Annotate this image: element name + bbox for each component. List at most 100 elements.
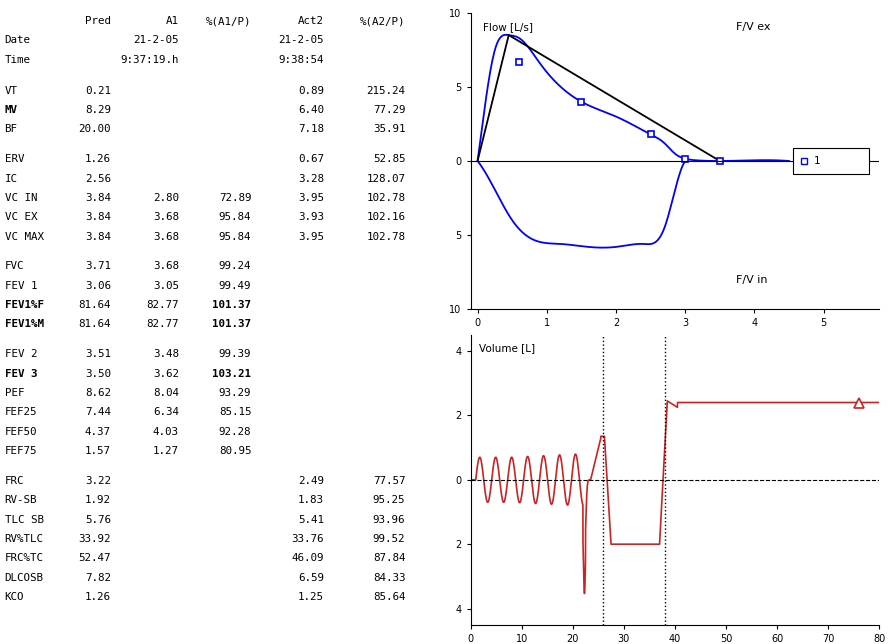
- Text: 3.84: 3.84: [85, 213, 111, 222]
- Text: 8.62: 8.62: [85, 388, 111, 398]
- Text: Flow [L/s]: Flow [L/s]: [483, 22, 533, 32]
- Text: 3.93: 3.93: [297, 213, 324, 222]
- Text: 52.47: 52.47: [78, 553, 111, 564]
- Text: 95.84: 95.84: [218, 213, 251, 222]
- Text: 6.40: 6.40: [297, 105, 324, 115]
- Text: 3.06: 3.06: [85, 281, 111, 291]
- Text: IC: IC: [4, 174, 18, 184]
- Text: 1: 1: [813, 156, 820, 166]
- Text: 46.09: 46.09: [291, 553, 324, 564]
- Text: 4.03: 4.03: [153, 427, 178, 437]
- Text: 9:37:19.h: 9:37:19.h: [121, 55, 178, 65]
- Text: 95.25: 95.25: [373, 495, 405, 506]
- Text: 81.64: 81.64: [78, 319, 111, 330]
- Text: 101.37: 101.37: [212, 319, 251, 330]
- Text: 3.68: 3.68: [153, 261, 178, 272]
- Text: 99.24: 99.24: [218, 261, 251, 272]
- Text: 3.05: 3.05: [153, 281, 178, 291]
- Text: 1.57: 1.57: [85, 446, 111, 456]
- Text: 0.89: 0.89: [297, 86, 324, 96]
- Text: 6.34: 6.34: [153, 408, 178, 417]
- Text: 82.77: 82.77: [147, 300, 178, 310]
- Text: FEV1%F: FEV1%F: [4, 300, 44, 310]
- Text: %(A1/P): %(A1/P): [206, 16, 251, 26]
- Text: 215.24: 215.24: [367, 86, 405, 96]
- Text: ERV: ERV: [4, 155, 24, 164]
- Text: 3.84: 3.84: [85, 232, 111, 242]
- Text: FEF50: FEF50: [4, 427, 37, 437]
- Text: 72.89: 72.89: [218, 193, 251, 203]
- Text: 8.29: 8.29: [85, 105, 111, 115]
- Text: 1.92: 1.92: [85, 495, 111, 506]
- Text: 3.68: 3.68: [153, 213, 178, 222]
- Text: Time: Time: [4, 55, 30, 65]
- Text: 93.96: 93.96: [373, 515, 405, 525]
- Text: 4.37: 4.37: [85, 427, 111, 437]
- Text: RV-SB: RV-SB: [4, 495, 37, 506]
- Text: FEV1%M: FEV1%M: [4, 319, 44, 330]
- Text: 7.82: 7.82: [85, 573, 111, 583]
- Text: 3.22: 3.22: [85, 476, 111, 486]
- Text: BF: BF: [4, 124, 18, 135]
- Text: 1.26: 1.26: [85, 155, 111, 164]
- Text: Pred: Pred: [85, 16, 111, 26]
- Text: 3.95: 3.95: [297, 193, 324, 203]
- Text: 5.41: 5.41: [297, 515, 324, 525]
- Text: 3.48: 3.48: [153, 350, 178, 359]
- Text: 99.39: 99.39: [218, 350, 251, 359]
- Text: 20.00: 20.00: [78, 124, 111, 135]
- Text: 3.84: 3.84: [85, 193, 111, 203]
- Text: F/V in: F/V in: [736, 276, 767, 285]
- Text: FEF75: FEF75: [4, 446, 37, 456]
- Text: FRC: FRC: [4, 476, 24, 486]
- Text: VC MAX: VC MAX: [4, 232, 44, 242]
- Text: KCO: KCO: [4, 592, 24, 602]
- Text: 3.62: 3.62: [153, 369, 178, 379]
- Text: 1.27: 1.27: [153, 446, 178, 456]
- Text: 95.84: 95.84: [218, 232, 251, 242]
- Text: 1.26: 1.26: [85, 592, 111, 602]
- Text: 3.71: 3.71: [85, 261, 111, 272]
- Text: Volume [L]: Volume [L]: [479, 344, 535, 354]
- Text: 9:38:54: 9:38:54: [278, 55, 324, 65]
- Text: 1.83: 1.83: [297, 495, 324, 506]
- Text: FEV 1: FEV 1: [4, 281, 37, 291]
- Text: 101.37: 101.37: [212, 300, 251, 310]
- Text: FRC%TC: FRC%TC: [4, 553, 44, 564]
- Text: 33.76: 33.76: [291, 534, 324, 544]
- Text: VT: VT: [4, 86, 18, 96]
- Text: 82.77: 82.77: [147, 319, 178, 330]
- Text: 1.25: 1.25: [297, 592, 324, 602]
- Text: 99.52: 99.52: [373, 534, 405, 544]
- Text: 5.76: 5.76: [85, 515, 111, 525]
- Text: 85.64: 85.64: [373, 592, 405, 602]
- Text: 3.51: 3.51: [85, 350, 111, 359]
- Text: 103.21: 103.21: [212, 369, 251, 379]
- Text: 21-2-05: 21-2-05: [133, 35, 178, 46]
- Text: 77.29: 77.29: [373, 105, 405, 115]
- Text: %(A2/P): %(A2/P): [360, 16, 405, 26]
- Text: F/V ex: F/V ex: [736, 22, 771, 32]
- Text: 2.56: 2.56: [85, 174, 111, 184]
- Text: FVC: FVC: [4, 261, 24, 272]
- Text: 52.85: 52.85: [373, 155, 405, 164]
- Text: 77.57: 77.57: [373, 476, 405, 486]
- Text: MV: MV: [4, 105, 18, 115]
- Text: 3.68: 3.68: [153, 232, 178, 242]
- Text: 93.29: 93.29: [218, 388, 251, 398]
- Text: Act2: Act2: [297, 16, 324, 26]
- Text: 8.04: 8.04: [153, 388, 178, 398]
- Text: 102.16: 102.16: [367, 213, 405, 222]
- Text: 81.64: 81.64: [78, 300, 111, 310]
- Text: 35.91: 35.91: [373, 124, 405, 135]
- Text: RV%TLC: RV%TLC: [4, 534, 44, 544]
- Text: 21-2-05: 21-2-05: [278, 35, 324, 46]
- Text: 87.84: 87.84: [373, 553, 405, 564]
- Text: 0.67: 0.67: [297, 155, 324, 164]
- Text: 92.28: 92.28: [218, 427, 251, 437]
- Text: Date: Date: [4, 35, 30, 46]
- Text: TLC SB: TLC SB: [4, 515, 44, 525]
- Text: 3.95: 3.95: [297, 232, 324, 242]
- Text: FEV 3: FEV 3: [4, 369, 37, 379]
- Text: 7.44: 7.44: [85, 408, 111, 417]
